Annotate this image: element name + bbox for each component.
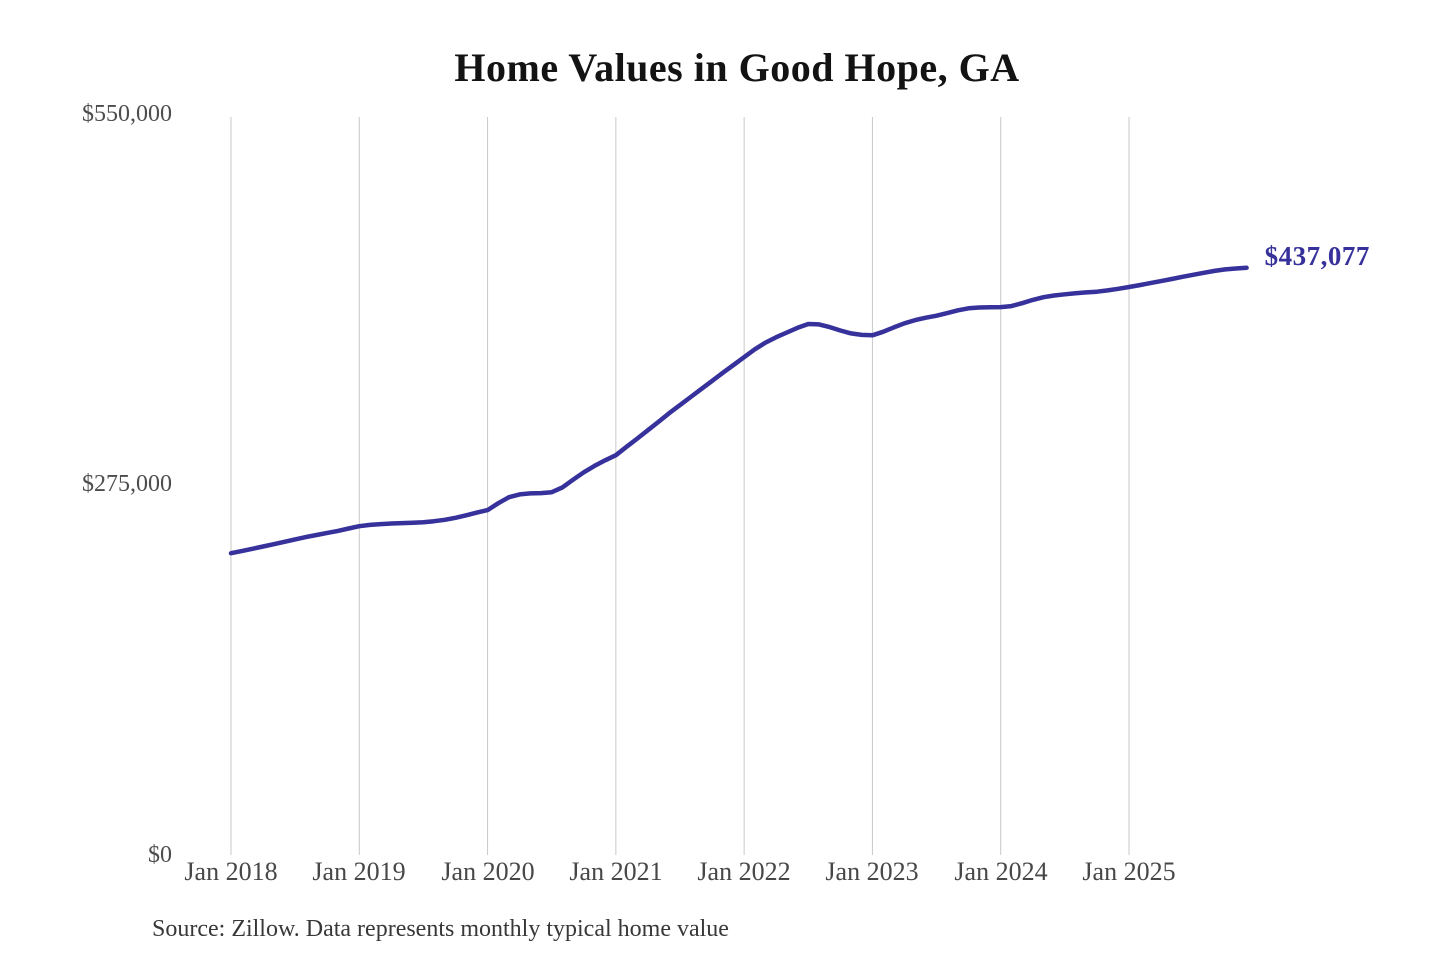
- x-tick-label-jan-2018: Jan 2018: [184, 857, 278, 886]
- x-tick-label-jan-2022: Jan 2022: [697, 857, 791, 886]
- y-tick-label-550000: $550,000: [82, 101, 172, 127]
- x-tick-label-jan-2021: Jan 2021: [569, 857, 663, 886]
- x-tick-label-jan-2023: Jan 2023: [825, 857, 919, 886]
- y-tick-label-0: $0: [148, 842, 172, 868]
- x-tick-label-jan-2019: Jan 2019: [312, 857, 406, 886]
- x-tick-label-jan-2024: Jan 2024: [954, 857, 1048, 886]
- x-tick-label-jan-2025: Jan 2025: [1082, 857, 1176, 886]
- home-value-line: [228, 265, 1249, 556]
- year-gridlines: [230, 117, 1130, 855]
- series-end-value-label: $437,077: [1264, 240, 1370, 271]
- x-tick-label-jan-2020: Jan 2020: [441, 857, 535, 886]
- source-note: Source: Zillow. Data represents monthly …: [152, 916, 729, 942]
- chart-title: Home Values in Good Hope, GA: [454, 45, 1020, 90]
- y-tick-label-275000: $275,000: [82, 471, 172, 497]
